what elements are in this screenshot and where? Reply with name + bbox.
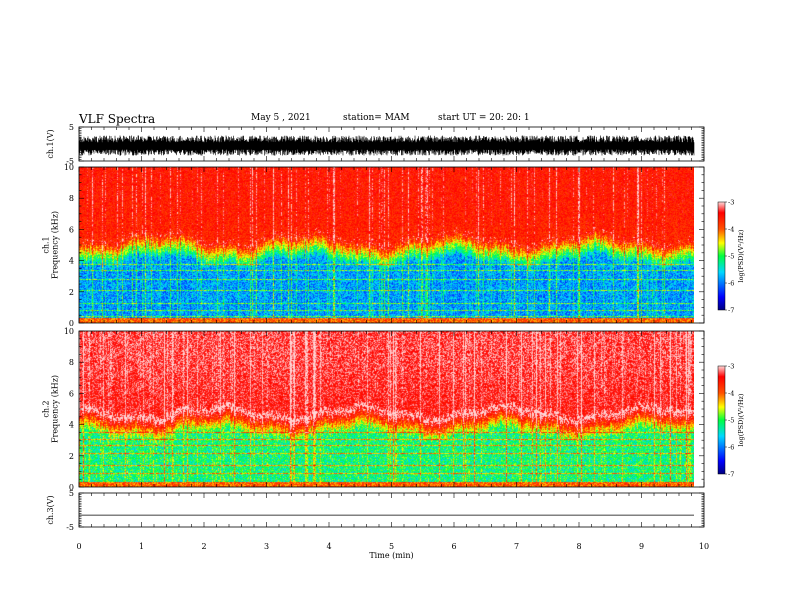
ch1-colorbar-tick-label: -7 xyxy=(728,307,734,315)
x-tick-label: 10 xyxy=(699,542,709,551)
ch1-waveform-trace xyxy=(78,135,695,156)
date-label: May 5 , 2021 xyxy=(251,113,311,123)
ch2-spectrogram-y-tick-label: 6 xyxy=(69,389,74,398)
ch2-colorbar-label: log(PSD)(V²/Hz) xyxy=(737,393,745,446)
x-tick-label: 6 xyxy=(451,542,456,551)
ch1-spectrogram-y-tick-label: 4 xyxy=(69,257,74,266)
ch1-spectrogram-ylabel: ch.1 Frequency (kHz) xyxy=(42,211,60,279)
ch2-colorbar-tick-label: -3 xyxy=(728,363,734,371)
ch3-waveform-ylabel: ch.3(V) xyxy=(46,495,55,524)
station-label: station= MAM xyxy=(343,113,410,123)
ch1-colorbar-tick-label: -5 xyxy=(728,253,734,261)
ch1-spectrogram-y-tick-label: 2 xyxy=(69,288,74,297)
ch2-spectrogram-image xyxy=(79,331,694,487)
ch1-spectrogram-y-tick-label: 0 xyxy=(69,319,74,328)
ch2-colorbar-tick-label: -6 xyxy=(728,444,734,452)
ch1-colorbar-tick-label: -6 xyxy=(728,280,734,288)
ch1-spectrogram-ylabel-line: ch.1 xyxy=(42,236,51,253)
ch2-spectrogram-y-tick-label: 0 xyxy=(69,483,74,492)
ch2-colorbar-tick-label: -7 xyxy=(728,471,734,479)
x-tick-label: 5 xyxy=(389,542,394,551)
ch2-spectrogram-y-tick-label: 10 xyxy=(64,327,74,336)
ch1-spectrogram-y-tick-label: 6 xyxy=(69,225,74,234)
ch3-waveform-y-tick-label: -5 xyxy=(66,523,74,532)
x-tick-label: 2 xyxy=(201,542,206,551)
ch2-spectrogram-ylabel-line: ch.2 xyxy=(42,400,51,417)
ch1-waveform-y-tick-label: -5 xyxy=(66,157,74,166)
ch1-waveform-ylabel-line: ch.1(V) xyxy=(46,129,55,158)
ch1-spectrogram-ylabel-line: Frequency (kHz) xyxy=(51,211,60,279)
x-tick-label: 9 xyxy=(639,542,644,551)
ch1-colorbar-label: log(PSD)(V²/Hz) xyxy=(737,229,745,282)
x-tick-label: 1 xyxy=(139,542,144,551)
ch3-waveform-axes xyxy=(78,492,705,528)
x-axis-label: Time (min) xyxy=(369,551,413,560)
ch2-spectrogram-y-tick-label: 2 xyxy=(69,452,74,461)
ch2-spectrogram-ylabel: ch.2 Frequency (kHz) xyxy=(42,375,60,443)
ch2-spectrogram-ylabel-line: Frequency (kHz) xyxy=(51,375,60,443)
ch1-spectrogram-y-tick-label: 10 xyxy=(64,163,74,172)
ch1-colorbar-tick-label: -4 xyxy=(728,226,734,234)
ch2-spectrogram-y-tick-label: 8 xyxy=(69,358,74,367)
ch2-colorbar-tick-label: -5 xyxy=(728,417,734,425)
ch1-spectrogram-y-tick-label: 8 xyxy=(69,194,74,203)
ch2-spectrogram-y-tick-label: 4 xyxy=(69,421,74,430)
chart-title: VLF Spectra xyxy=(79,112,156,126)
ch1-colorbar xyxy=(717,201,726,311)
x-tick-label: 7 xyxy=(514,542,519,551)
start-time-label: start UT = 20: 20: 1 xyxy=(438,113,530,123)
ch2-colorbar-tick-label: -4 xyxy=(728,390,734,398)
ch1-waveform-ylabel: ch.1(V) xyxy=(46,129,55,158)
ch1-spectrogram-image xyxy=(79,167,694,323)
ch3-waveform-y-tick-label: 5 xyxy=(69,489,74,498)
x-tick-label: 3 xyxy=(264,542,269,551)
x-tick-label: 8 xyxy=(576,542,581,551)
ch1-waveform-y-tick-label: 5 xyxy=(69,123,74,132)
x-tick-label: 4 xyxy=(326,542,331,551)
ch3-waveform-ylabel-line: ch.3(V) xyxy=(46,495,55,524)
x-tick-label: 0 xyxy=(76,542,81,551)
ch2-colorbar xyxy=(717,365,726,475)
ch1-colorbar-tick-label: -3 xyxy=(728,199,734,207)
